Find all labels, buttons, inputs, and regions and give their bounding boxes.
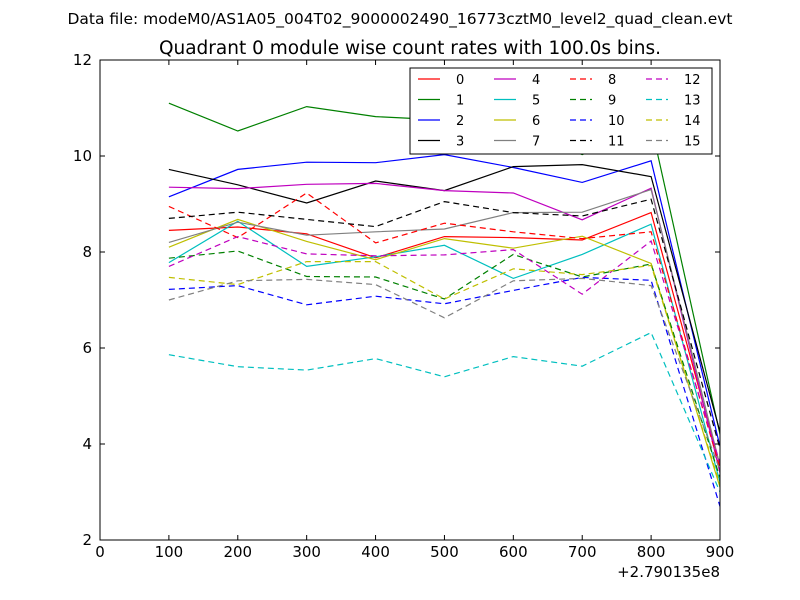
- legend-label-1: 1: [456, 94, 464, 109]
- legend-label-12: 12: [684, 73, 701, 88]
- legend-label-14: 14: [684, 114, 701, 129]
- plot-lines: [168, 102, 720, 507]
- x-tick-label: 300: [292, 543, 321, 561]
- x-tick-label: 400: [361, 543, 390, 561]
- legend-label-2: 2: [456, 114, 464, 129]
- series-line-4: [168, 182, 720, 473]
- series-line-5: [168, 220, 720, 483]
- series-line-15: [168, 277, 720, 471]
- y-tick-label: 4: [82, 435, 92, 453]
- x-tick-label: 200: [223, 543, 252, 561]
- series-line-9: [168, 250, 720, 478]
- x-offset-label: +2.790135e8: [617, 563, 720, 581]
- series-line-6: [168, 218, 720, 488]
- legend-label-3: 3: [456, 135, 464, 150]
- series-line-14: [168, 261, 720, 485]
- chart-title: Quadrant 0 module wise count rates with …: [159, 38, 661, 59]
- y-tick-label: 10: [73, 147, 92, 165]
- legend-label-11: 11: [608, 135, 625, 150]
- series-line-8: [168, 192, 720, 469]
- y-tick-label: 12: [73, 51, 92, 69]
- x-tick-label: 500: [430, 543, 459, 561]
- legend-label-15: 15: [684, 135, 701, 150]
- y-tick-label: 6: [82, 339, 92, 357]
- series-line-7: [168, 188, 720, 466]
- series-line-13: [168, 331, 720, 493]
- legend-label-4: 4: [532, 73, 540, 88]
- x-tick-label: 700: [568, 543, 597, 561]
- legend-label-9: 9: [608, 94, 616, 109]
- legend-box: [409, 67, 713, 155]
- x-tick-label: 0: [95, 543, 105, 561]
- suptitle: Data file: modeM0/AS1A05_004T02_90000024…: [67, 10, 732, 29]
- series-line-0: [168, 211, 720, 466]
- series-line-11: [168, 198, 720, 449]
- y-tick-label: 2: [82, 531, 92, 549]
- legend-label-13: 13: [684, 94, 701, 109]
- x-tick-label: 900: [706, 543, 735, 561]
- legend-label-8: 8: [608, 73, 616, 88]
- legend-label-10: 10: [608, 114, 625, 129]
- legend-label-7: 7: [532, 135, 540, 150]
- legend-label-6: 6: [532, 114, 540, 129]
- axes-frame: [99, 59, 721, 541]
- legend-label-5: 5: [532, 94, 540, 109]
- series-line-2: [168, 153, 720, 447]
- legend-label-0: 0: [456, 73, 464, 88]
- x-tick-label: 100: [155, 543, 184, 561]
- x-tick-label: 600: [499, 543, 528, 561]
- series-line-10: [168, 276, 720, 507]
- series-line-12: [168, 235, 720, 464]
- y-tick-label: 8: [82, 243, 92, 261]
- x-tick-label: 800: [637, 543, 666, 561]
